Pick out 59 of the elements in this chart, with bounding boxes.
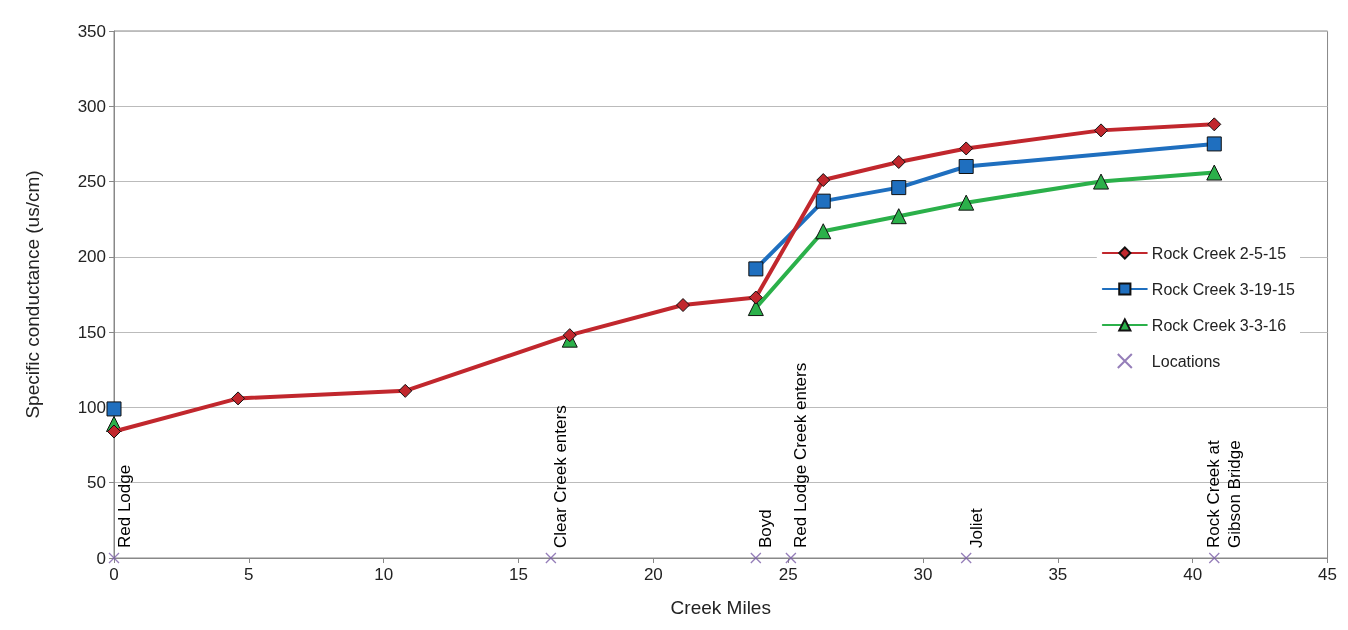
legend-label: Locations — [1151, 352, 1221, 370]
point — [748, 261, 764, 277]
point — [959, 141, 974, 156]
point — [545, 552, 557, 564]
y-tick-label: 250 — [77, 172, 106, 192]
annotation: Clear Creek enters — [551, 405, 571, 548]
x-tick-label: 25 — [778, 565, 798, 584]
annotation: Red Lodge Creek enters — [791, 362, 811, 548]
point — [816, 173, 831, 188]
point — [891, 155, 906, 169]
y-tick-label: 200 — [77, 247, 106, 267]
point — [750, 552, 762, 564]
point — [1207, 117, 1222, 132]
x-axis-title: Creek Miles — [670, 597, 771, 618]
point — [960, 552, 972, 564]
point — [108, 552, 120, 564]
annotation: Joliet — [966, 508, 986, 548]
y-tick-label: 150 — [77, 322, 106, 342]
y-axis-title: Specific conductance (us/cm) — [22, 170, 43, 419]
y-tick-label: 300 — [77, 96, 106, 116]
y-tick-label: 50 — [87, 473, 106, 493]
point — [815, 193, 831, 209]
annotation: Red Lodge — [114, 464, 134, 548]
point — [106, 401, 122, 417]
annotation: Rock Creek at Gibson Bridge — [1204, 440, 1245, 548]
point — [562, 328, 577, 343]
x-tick-label: 5 — [244, 565, 254, 584]
point — [676, 298, 691, 313]
x-tick-label: 35 — [1048, 565, 1068, 584]
x-tick-label: 20 — [643, 565, 663, 584]
point — [890, 208, 907, 225]
x-tick-label: 30 — [913, 565, 933, 584]
y-tick-label: 350 — [77, 21, 106, 41]
point — [891, 180, 907, 196]
x-tick-label: 40 — [1183, 565, 1203, 584]
legend-label: Rock Creek 2-5-15 — [1151, 244, 1287, 262]
y-tick-label: 100 — [77, 397, 106, 417]
x-tick-label: 10 — [374, 565, 394, 584]
x-tick-label: 15 — [509, 565, 528, 584]
point — [1206, 136, 1222, 152]
point — [1094, 123, 1109, 138]
point — [747, 300, 764, 317]
point — [107, 424, 121, 439]
legend-label: Rock Creek 3-19-15 — [1151, 280, 1296, 298]
point — [398, 383, 413, 398]
x-tick-label: 0 — [109, 565, 119, 584]
point — [1206, 164, 1223, 181]
y-tick-label: 0 — [96, 548, 106, 568]
point — [1208, 552, 1220, 564]
legend-label: Rock Creek 3-3-16 — [1151, 316, 1287, 334]
point — [958, 194, 975, 211]
point — [748, 290, 763, 305]
x-tick-label: 45 — [1318, 565, 1338, 584]
point — [958, 159, 974, 175]
point — [231, 391, 246, 406]
annotation: Boyd — [756, 509, 776, 548]
point — [815, 223, 832, 240]
point — [785, 552, 797, 564]
point — [1093, 173, 1110, 190]
